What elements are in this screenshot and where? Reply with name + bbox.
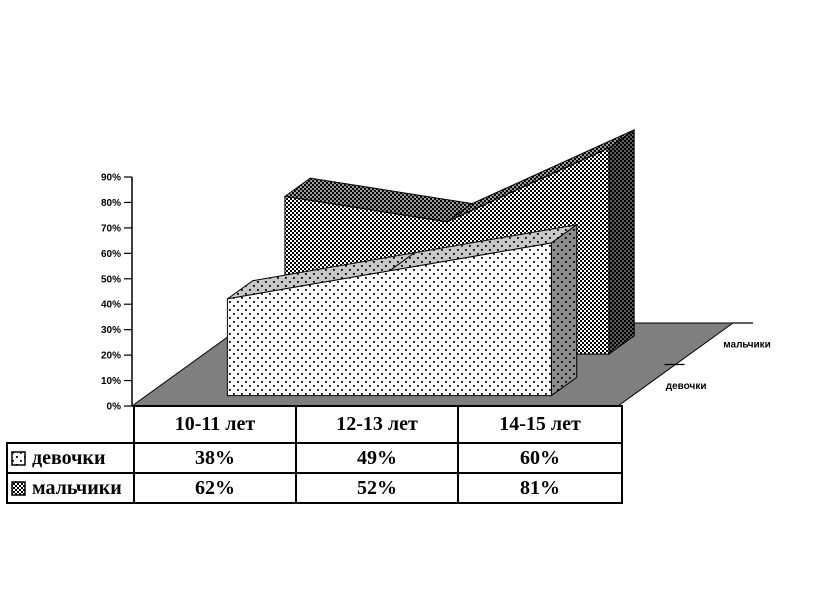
chart-data-table: 10-11 лет 12-13 лет 14-15 лет девочки 38… [6,405,623,504]
table-value-cell: 49% [295,442,459,474]
table-value-cell: 60% [457,442,623,474]
table-value-cell: 81% [457,472,623,504]
legend-label-boys: мальчики [32,476,122,499]
ribbon-end-девочки [550,223,578,397]
y-axis-tick-label: 10% [101,376,121,387]
y-axis-tick-label: 70% [101,223,121,234]
y-axis-tick-label: 0% [107,402,122,413]
y-axis-tick-label: 30% [101,325,121,336]
ribbon-top-seam-мальчики [446,203,473,223]
y-axis-tick-label: 60% [101,249,121,260]
legend-label-girls: девочки [32,446,106,469]
table-value-cell: 62% [133,472,297,504]
table-header-cell: 12-13 лет [295,405,459,444]
ribbon-front-девочки [226,242,552,397]
legend-swatch-boys-checker [11,480,26,496]
table-row-girls: девочки 38% 49% 60% [6,442,623,474]
table-header-cell: 10-11 лет [133,405,297,444]
ribbon-top-seam-девочки [389,252,415,272]
table-header-cell: 14-15 лет [457,405,623,444]
ribbon-end-мальчики [608,128,635,356]
y-axis-tick-label: 20% [101,351,121,362]
table-header-row: 10-11 лет 12-13 лет 14-15 лет [7,405,623,444]
y-axis-tick-label: 40% [101,300,121,311]
table-value-cell: 52% [295,472,459,504]
table-value-cell: 38% [133,442,297,474]
y-axis-tick-label: 90% [101,173,121,184]
series-axis-label-мальчики: мальчики [723,339,771,350]
y-axis-tick-label: 80% [101,198,121,209]
legend-cell-boys: мальчики [6,472,135,504]
legend-swatch-girls-dots [11,450,26,466]
table-row-boys: мальчики 62% 52% 81% [6,472,623,504]
series-axis-label-девочки: девочки [666,381,707,392]
y-axis-tick-label: 50% [101,274,121,285]
table-corner-cell [7,406,134,443]
legend-cell-girls: девочки [6,442,135,474]
